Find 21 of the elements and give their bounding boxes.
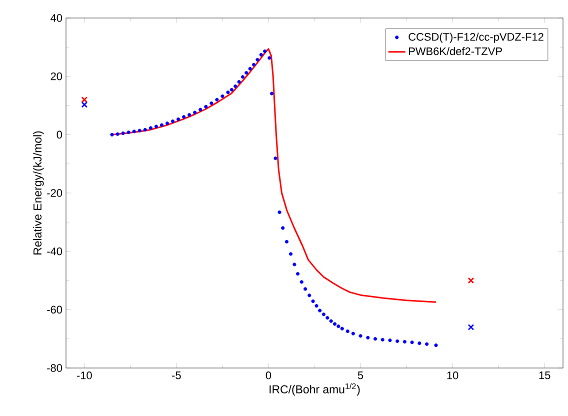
x-tick-label: 0 xyxy=(266,372,272,380)
x-tick-label: -5 xyxy=(172,372,181,380)
x-tick-label: 10 xyxy=(447,372,458,380)
y-tick-label: -40 xyxy=(47,247,62,256)
point xyxy=(81,96,88,103)
legend-label: CCSD(T)-F12/cc-pVDZ-F12 xyxy=(408,32,544,43)
y-tick-label: -20 xyxy=(47,189,62,197)
y-tick-label: -80 xyxy=(47,364,62,372)
y-tick-label: 0 xyxy=(56,130,62,139)
point xyxy=(81,101,88,108)
point xyxy=(468,277,474,284)
legend-label: PWB6K/def2-TZVP xyxy=(409,47,502,56)
x-tick-label: -10 xyxy=(76,372,92,380)
x-axis-title: IRC/(Bohr amu$^{1/2}$) xyxy=(270,383,360,396)
y-tick-label: 20 xyxy=(50,72,62,80)
x-tick-label: 5 xyxy=(358,372,364,380)
y-axis-title: Relative Energy/(kJ/mol) xyxy=(33,131,44,254)
y-tick-label: 40 xyxy=(50,14,62,22)
y-tick-label: -60 xyxy=(47,306,62,314)
point xyxy=(468,324,474,330)
x-tick-label: 15 xyxy=(539,372,550,380)
